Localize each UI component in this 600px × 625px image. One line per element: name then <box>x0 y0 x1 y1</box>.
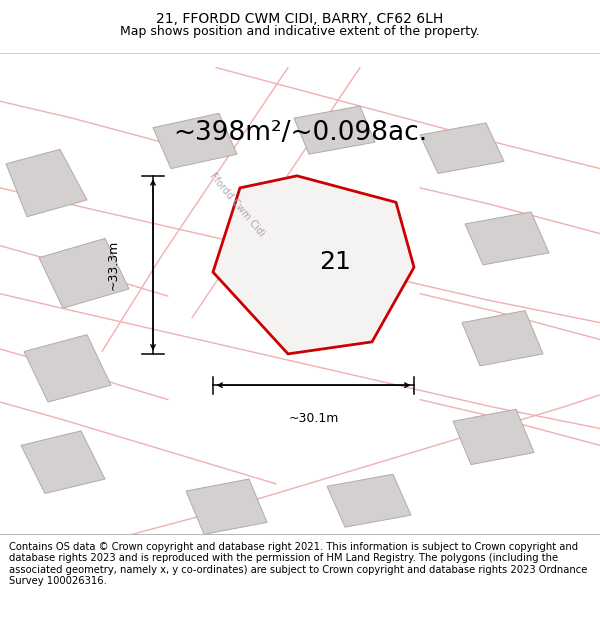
Polygon shape <box>327 474 411 527</box>
Polygon shape <box>420 123 504 173</box>
Polygon shape <box>186 479 267 534</box>
Polygon shape <box>462 311 543 366</box>
Text: Map shows position and indicative extent of the property.: Map shows position and indicative extent… <box>120 25 480 38</box>
Text: 21: 21 <box>319 250 351 274</box>
Polygon shape <box>24 334 111 402</box>
Text: Ffordd Cwm Cidi: Ffordd Cwm Cidi <box>208 171 266 239</box>
Polygon shape <box>294 106 375 154</box>
Text: ~33.3m: ~33.3m <box>107 240 120 290</box>
Polygon shape <box>39 238 129 308</box>
Polygon shape <box>153 113 237 169</box>
Text: ~30.1m: ~30.1m <box>289 412 338 424</box>
Polygon shape <box>213 176 414 354</box>
Text: Contains OS data © Crown copyright and database right 2021. This information is : Contains OS data © Crown copyright and d… <box>9 542 587 586</box>
Polygon shape <box>21 431 105 494</box>
Polygon shape <box>465 212 549 265</box>
Polygon shape <box>6 149 87 217</box>
Text: ~398m²/~0.098ac.: ~398m²/~0.098ac. <box>173 119 427 146</box>
Polygon shape <box>453 409 534 464</box>
Text: 21, FFORDD CWM CIDI, BARRY, CF62 6LH: 21, FFORDD CWM CIDI, BARRY, CF62 6LH <box>157 12 443 26</box>
